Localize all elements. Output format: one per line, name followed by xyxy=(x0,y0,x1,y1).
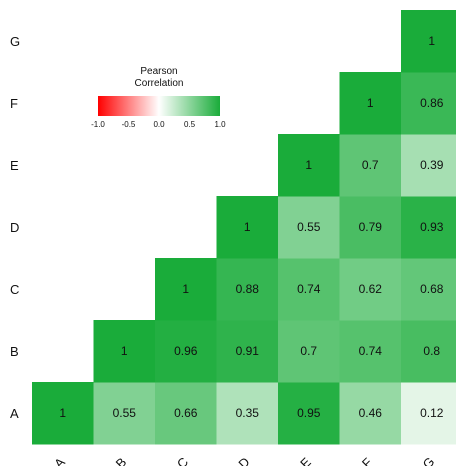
heatmap-cell-b-f xyxy=(339,320,402,383)
cell-value-label-c-f: 0.62 xyxy=(359,282,383,296)
legend-title-line-2: Correlation xyxy=(135,78,184,89)
column-label-f: F xyxy=(359,455,375,466)
cell-value-label-b-g: 0.8 xyxy=(423,344,440,358)
column-label-d: D xyxy=(235,454,252,466)
heatmap-cells: 1 0.55 0.66 0.35 0.95 0.46 0.12 1 0.96 0.91 0.7 0.7… xyxy=(32,10,456,445)
cell-value-label-d-g: 0.93 xyxy=(420,220,444,234)
cell-value-label-a-b: 0.55 xyxy=(113,406,137,420)
legend-color-bar xyxy=(98,96,220,116)
heatmap-cell-b-d xyxy=(216,320,279,383)
heatmap-cell-e-g xyxy=(401,134,456,197)
heatmap-cell-c-e xyxy=(278,258,340,321)
heatmap-cell-b-b xyxy=(93,320,156,383)
column-label-a: A xyxy=(51,454,68,466)
cell-value-label-c-d: 0.88 xyxy=(236,282,260,296)
row-label-e: E xyxy=(10,158,19,173)
column-labels: A B C D E F G xyxy=(51,454,437,466)
cell-value-label-c-g: 0.68 xyxy=(420,282,444,296)
row-label-d: D xyxy=(10,220,19,235)
heatmap-cell-c-c xyxy=(155,258,217,321)
heatmap-cell-d-d xyxy=(216,196,279,259)
legend-tick-label: 1.0 xyxy=(214,120,226,129)
heatmap-cell-a-g xyxy=(401,382,456,445)
heatmap-cell-c-g xyxy=(401,258,456,321)
legend-tick-label: -0.5 xyxy=(122,120,136,129)
cell-value-label-f-f: 1 xyxy=(367,96,374,110)
row-label-g: G xyxy=(10,34,20,49)
heatmap-cell-a-f xyxy=(339,382,402,445)
heatmap-cell-f-f xyxy=(339,72,402,135)
heatmap-cell-b-g xyxy=(401,320,456,383)
cell-value-label-d-f: 0.79 xyxy=(359,220,383,234)
heatmap-cell-b-c xyxy=(155,320,217,383)
heatmap-cell-d-f xyxy=(339,196,402,259)
cell-value-label-a-d: 0.35 xyxy=(236,406,260,420)
cell-value-label-c-c: 1 xyxy=(182,282,189,296)
heatmap-cell-a-c xyxy=(155,382,217,445)
row-labels: G F E D C B A xyxy=(10,34,20,421)
legend-tick-label: 0.5 xyxy=(184,120,196,129)
cell-value-label-b-f: 0.74 xyxy=(359,344,383,358)
cell-value-label-a-e: 0.95 xyxy=(297,406,321,420)
cell-value-label-f-g: 0.86 xyxy=(420,96,444,110)
column-label-b: B xyxy=(113,454,130,466)
column-label-c: C xyxy=(174,454,191,466)
cell-value-label-g-g: 1 xyxy=(428,34,435,48)
cell-value-label-b-c: 0.96 xyxy=(174,344,198,358)
cell-value-label-a-a: 1 xyxy=(59,406,66,420)
legend-tick-label: 0.0 xyxy=(153,120,165,129)
heatmap-cell-c-f xyxy=(339,258,402,321)
cell-value-label-b-e: 0.7 xyxy=(300,344,317,358)
heatmap-cell-d-e xyxy=(278,196,340,259)
cell-value-label-e-e: 1 xyxy=(305,158,312,172)
heatmap-cell-d-g xyxy=(401,196,456,259)
legend-tick-label: -1.0 xyxy=(91,120,105,129)
cell-value-label-a-f: 0.46 xyxy=(359,406,383,420)
heatmap-cell-a-b xyxy=(93,382,156,445)
cell-value-label-d-d: 1 xyxy=(244,220,251,234)
row-label-c: C xyxy=(10,282,19,297)
row-label-a: A xyxy=(10,406,19,421)
heatmap-cell-e-f xyxy=(339,134,402,197)
cell-value-label-c-e: 0.74 xyxy=(297,282,321,296)
column-label-g: G xyxy=(420,454,438,466)
heatmap-cell-a-d xyxy=(216,382,279,445)
cell-value-label-b-d: 0.91 xyxy=(236,344,260,358)
cell-value-label-e-g: 0.39 xyxy=(420,158,444,172)
legend-title-line-1: Pearson xyxy=(140,66,177,77)
cell-value-label-a-g: 0.12 xyxy=(420,406,444,420)
cell-value-label-d-e: 0.55 xyxy=(297,220,321,234)
row-label-f: F xyxy=(10,96,18,111)
cell-value-label-a-c: 0.66 xyxy=(174,406,198,420)
cell-value-label-e-f: 0.7 xyxy=(362,158,379,172)
row-label-b: B xyxy=(10,344,19,359)
heatmap-cell-e-e xyxy=(278,134,340,197)
heatmap-cell-b-e xyxy=(278,320,340,383)
heatmap-cell-g-g xyxy=(401,10,456,73)
heatmap-cell-a-a xyxy=(32,382,94,445)
cell-value-label-b-b: 1 xyxy=(121,344,128,358)
heatmap-cell-f-g xyxy=(401,72,456,135)
heatmap-cell-c-d xyxy=(216,258,279,321)
heatmap-cell-a-e xyxy=(278,382,340,445)
column-label-e: E xyxy=(297,454,314,466)
